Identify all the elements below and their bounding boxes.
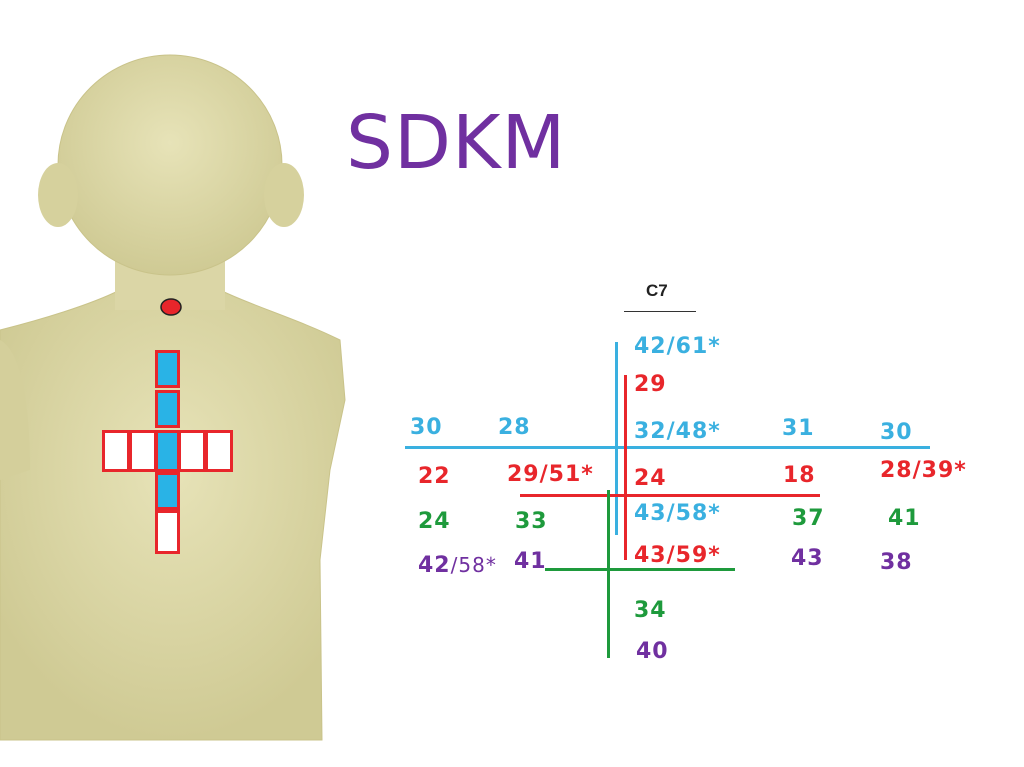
- red-vertical-line: [624, 375, 627, 560]
- center-blue-value-1: 42/61*: [634, 334, 721, 359]
- left-near-blue-value: 28: [498, 415, 531, 440]
- blue-vertical-line: [615, 342, 618, 535]
- left-near-red-value: 29/51*: [507, 462, 594, 487]
- left-far-purple-value: 42/58*: [418, 553, 497, 578]
- left-far-red-value: 22: [418, 464, 451, 489]
- right-far-green-value: 41: [888, 506, 921, 531]
- center-red-value-2: 24: [634, 466, 667, 491]
- left-far-purple-number: 42: [418, 553, 451, 578]
- right-near-blue-value: 31: [782, 416, 815, 441]
- paravertebral-block: [178, 430, 206, 472]
- c7-marker-dot: [160, 298, 182, 316]
- right-near-red-value: 18: [783, 463, 816, 488]
- right-far-blue-value: 30: [880, 420, 913, 445]
- right-far-red-value: 28/39*: [880, 458, 967, 483]
- left-far-purple-suffix: /58*: [450, 553, 497, 577]
- paravertebral-block: [102, 430, 130, 472]
- right-far-purple-value: 38: [880, 550, 913, 575]
- center-blue-value-3: 43/58*: [634, 501, 721, 526]
- c7-label: C7: [646, 281, 668, 300]
- left-far-blue-value: 30: [410, 415, 443, 440]
- left-arm-shape: [0, 340, 30, 480]
- vertebra-block: [155, 390, 180, 428]
- green-vertical-line: [607, 490, 610, 658]
- blue-horizontal-line: [405, 446, 930, 449]
- center-red-value-3: 43/59*: [634, 543, 721, 568]
- red-horizontal-line: [520, 494, 820, 497]
- paravertebral-block: [129, 430, 157, 472]
- right-near-purple-value: 43: [791, 546, 824, 571]
- left-near-purple-value: 41: [514, 549, 547, 574]
- right-near-green-value: 37: [792, 506, 825, 531]
- vertebra-block: [155, 510, 180, 554]
- vertebra-block: [155, 430, 180, 472]
- center-red-value-1: 29: [634, 372, 667, 397]
- left-ear-shape: [38, 163, 78, 227]
- green-horizontal-line: [545, 568, 735, 571]
- center-blue-value-2: 32/48*: [634, 419, 721, 444]
- slide-title: SDKM: [346, 100, 567, 186]
- left-far-green-value: 24: [418, 509, 451, 534]
- paravertebral-block: [205, 430, 233, 472]
- c7-underline: [624, 311, 696, 312]
- vertebra-block: [155, 472, 180, 510]
- center-green-value: 34: [634, 598, 667, 623]
- vertebra-block: [155, 350, 180, 388]
- left-near-green-value: 33: [515, 509, 548, 534]
- right-ear-shape: [264, 163, 304, 227]
- vertebra-cross: [0, 0, 360, 767]
- center-purple-value: 40: [636, 639, 669, 664]
